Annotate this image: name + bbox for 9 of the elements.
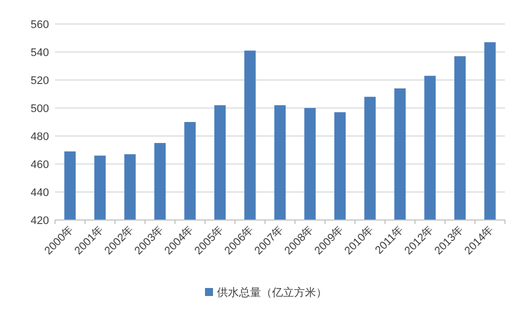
y-tick-label: 540: [30, 47, 49, 59]
y-tick-label: 560: [30, 19, 49, 31]
y-tick-label: 420: [30, 215, 49, 227]
y-tick-label: 520: [30, 75, 49, 87]
y-tick-label: 460: [30, 159, 49, 171]
y-tick-label: 480: [30, 131, 49, 143]
y-tick-label: 500: [30, 103, 49, 115]
legend-label: 供水总量（亿立方米）: [217, 286, 327, 299]
y-tick-label: 440: [30, 187, 49, 199]
